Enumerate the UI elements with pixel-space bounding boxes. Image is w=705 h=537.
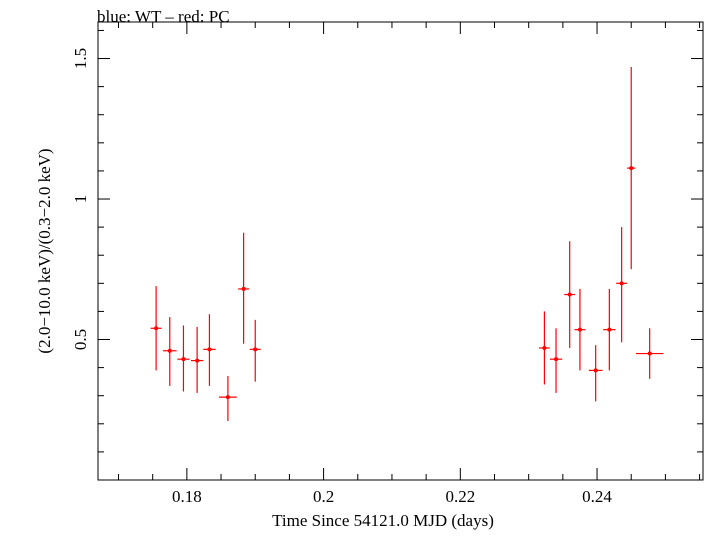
data-point (203, 314, 216, 386)
data-point (616, 227, 628, 343)
data-point (249, 319, 261, 382)
data-points (150, 66, 664, 421)
data-point (564, 241, 576, 348)
data-point (574, 288, 586, 371)
data-point (177, 325, 190, 392)
point-marker (567, 292, 572, 297)
point-marker (542, 345, 547, 350)
point-marker (167, 348, 172, 353)
data-point (190, 326, 204, 393)
data-point (588, 345, 603, 402)
x-tick-label: 0.22 (445, 487, 475, 506)
point-marker (629, 166, 634, 171)
data-point (627, 66, 636, 270)
x-tick-label: 0.2 (313, 487, 334, 506)
x-tick-label: 0.18 (172, 487, 202, 506)
x-axis-tick-labels: 0.18 0.2 0.22 0.24 (172, 487, 612, 506)
y-axis-tick-labels: 0.5 1 1.5 (71, 48, 90, 350)
plot-frame (97, 21, 704, 481)
x-axis-ticks (118, 22, 701, 480)
point-marker (647, 351, 652, 356)
point-marker (181, 357, 186, 362)
point-marker (207, 347, 212, 352)
x-axis-label: Time Since 54121.0 MJD (days) (272, 511, 494, 530)
y-axis-ticks (98, 29, 703, 453)
point-marker (154, 326, 159, 331)
point-marker (619, 281, 624, 286)
chart-title: blue: WT – red: PC (97, 7, 230, 26)
data-point (538, 311, 550, 385)
y-tick-label: 1 (71, 195, 90, 204)
point-marker (195, 358, 200, 363)
point-marker (554, 357, 559, 362)
data-point (162, 317, 177, 386)
data-point (549, 328, 563, 393)
data-point (150, 286, 162, 371)
point-marker (593, 368, 598, 373)
point-marker (253, 347, 258, 352)
point-marker (225, 395, 230, 400)
point-marker (241, 286, 246, 291)
y-axis-label: (2.0−10.0 keV)/(0.3−2.0 keV) (35, 148, 54, 353)
x-tick-label: 0.24 (582, 487, 612, 506)
data-point (603, 288, 616, 371)
data-point (636, 328, 664, 379)
y-tick-label: 0.5 (71, 329, 90, 350)
point-marker (607, 327, 612, 332)
y-tick-label: 1.5 (71, 48, 90, 69)
point-marker (577, 327, 582, 332)
data-point (219, 376, 237, 421)
data-point (238, 232, 250, 344)
